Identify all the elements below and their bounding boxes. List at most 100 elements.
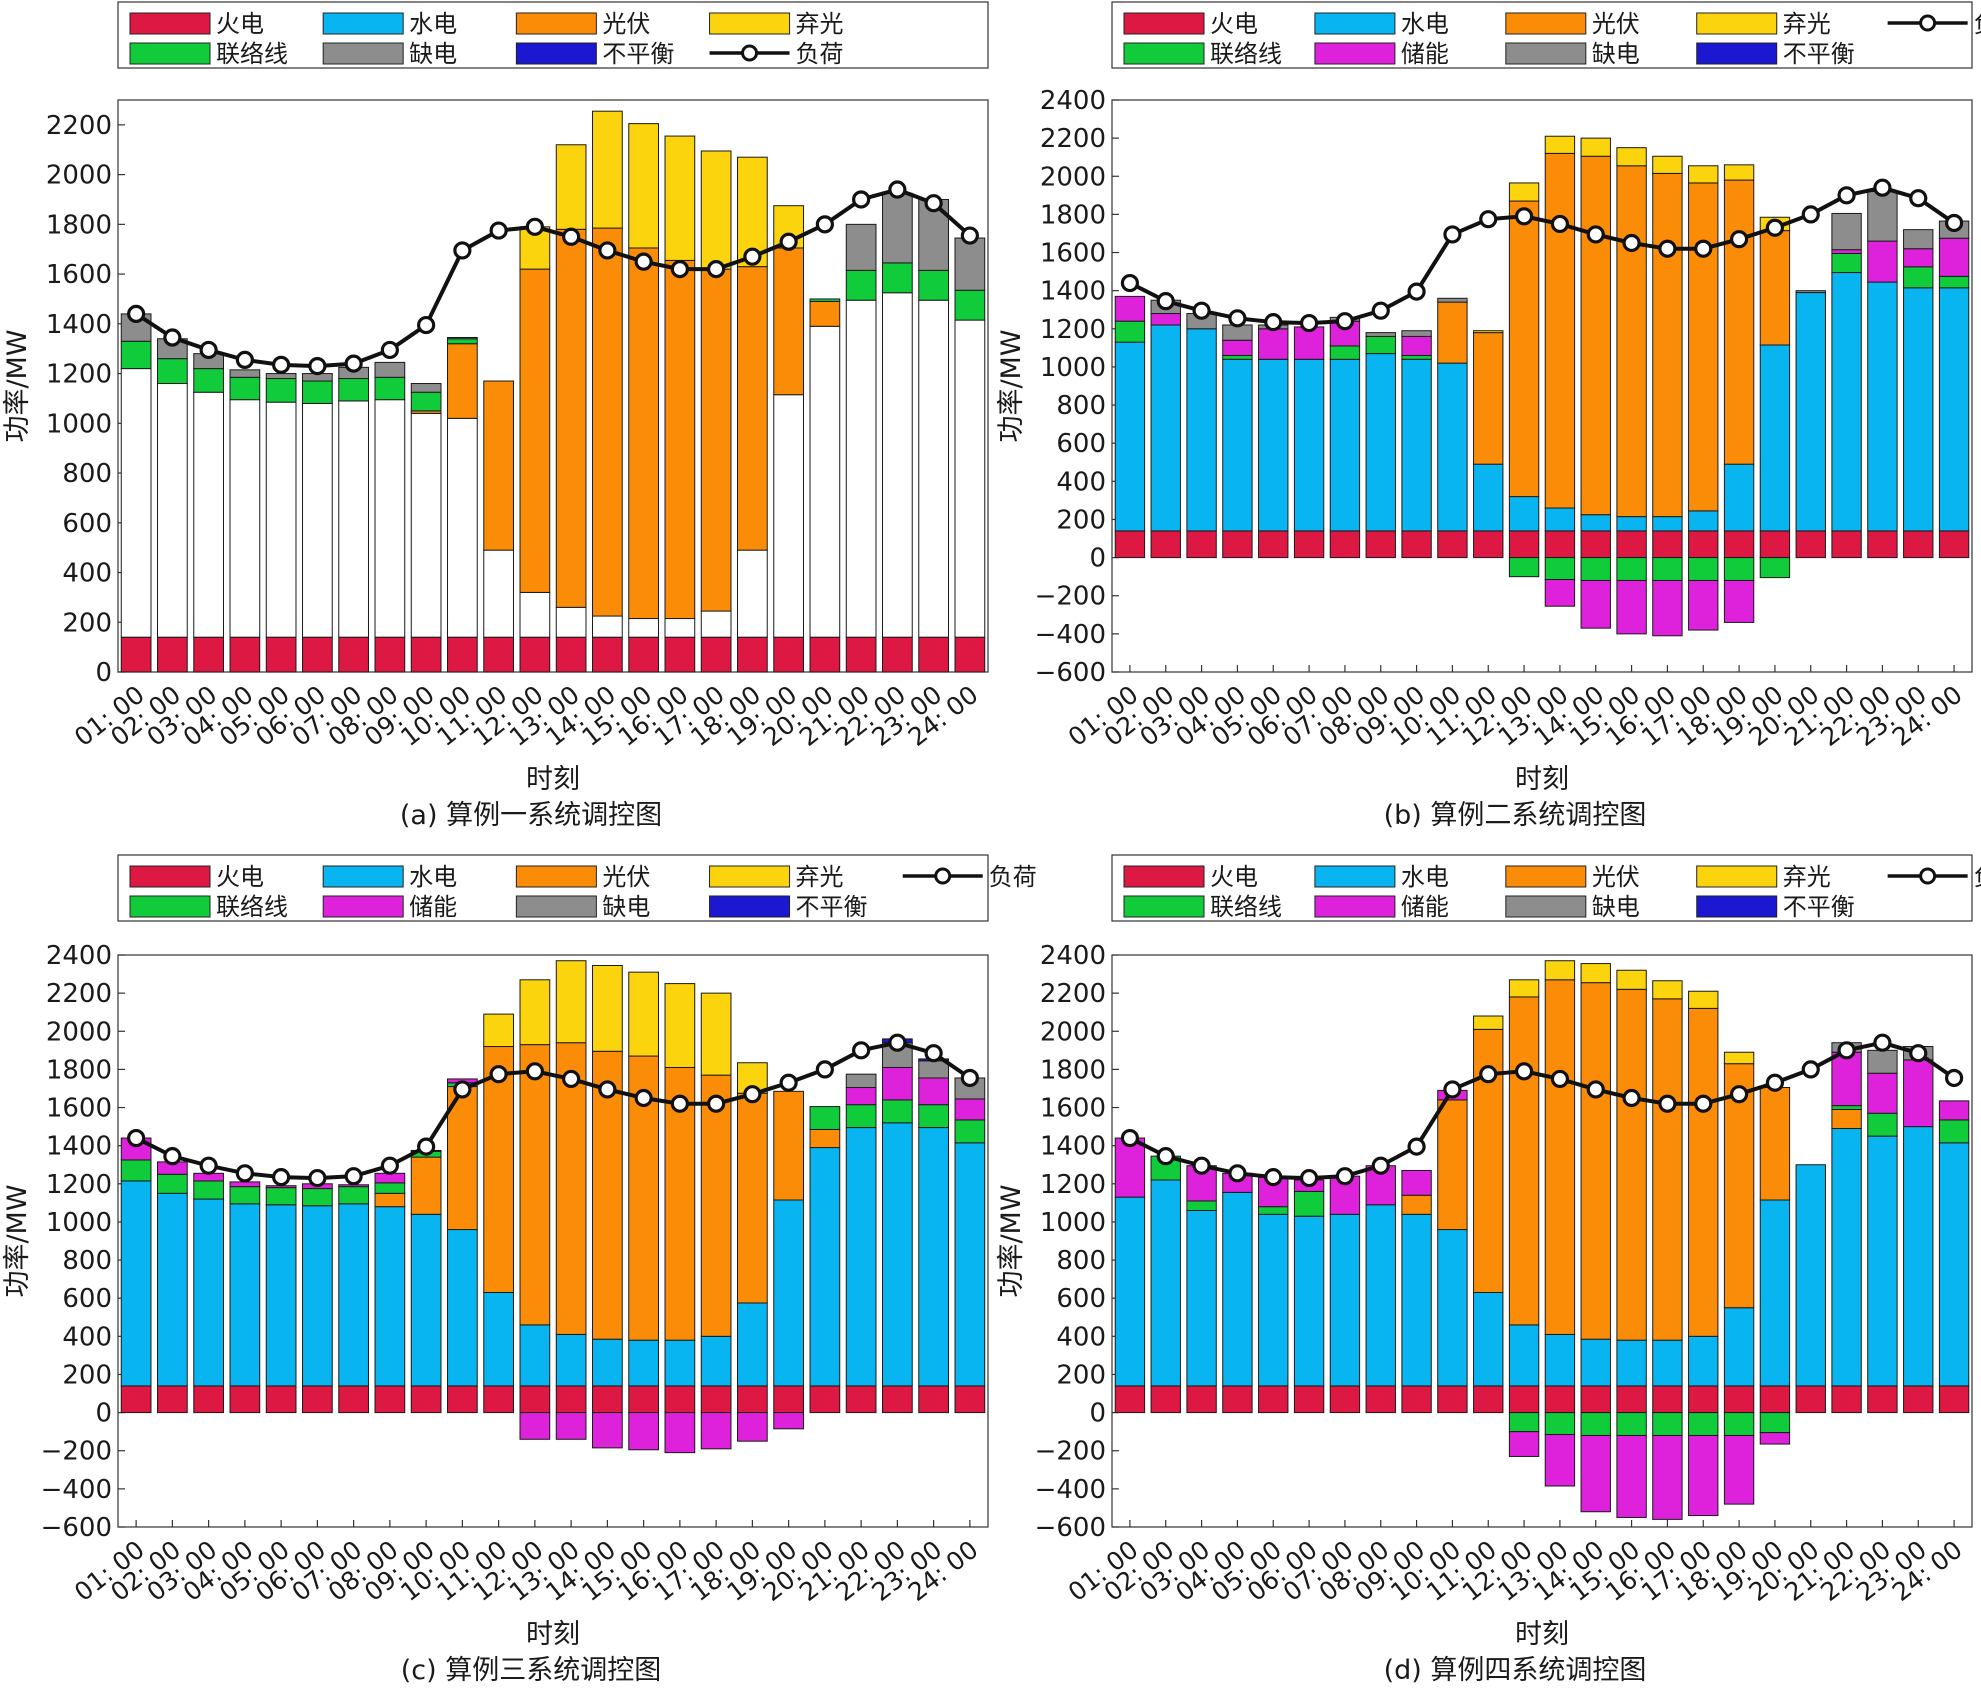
bar-segment-storage xyxy=(1688,579,1719,631)
bar-segment-tie xyxy=(157,1173,188,1194)
bar-segment-hydro xyxy=(1723,463,1755,532)
load-point xyxy=(1228,309,1247,328)
load-point xyxy=(272,355,291,374)
bar-segment-shortage xyxy=(265,373,297,380)
bar-segment-hydro xyxy=(1329,1213,1361,1387)
load-point xyxy=(1586,1080,1605,1099)
bar-segment-tie xyxy=(1222,354,1253,360)
y-tick-label: −400 xyxy=(41,1475,112,1505)
bar-segment-hydro xyxy=(1938,1142,1970,1387)
legend-swatch-thermal xyxy=(1123,865,1205,888)
bar-segment-tie xyxy=(882,1099,913,1124)
bar-segment-thermal xyxy=(1938,530,1970,559)
legend-swatch-storage xyxy=(1314,42,1396,65)
legend-label-thermal: 火电 xyxy=(1210,10,1258,38)
bar-segment-tie xyxy=(374,376,406,401)
bar-segment-hydro xyxy=(628,1339,659,1387)
bar-segment-storage xyxy=(1616,579,1647,635)
load-point xyxy=(235,1164,254,1183)
bar-segment-curtail xyxy=(1616,969,1647,990)
y-tick-label: −200 xyxy=(1035,1437,1106,1467)
legend-swatch-shortage xyxy=(515,895,597,918)
bar-segment-hydro xyxy=(882,1122,913,1387)
y-tick-label: 1800 xyxy=(1040,200,1106,230)
bar-segment-tie xyxy=(918,1104,949,1129)
bar-segment-thermal xyxy=(882,1385,913,1414)
bar-segment-thermal xyxy=(809,1385,841,1414)
bar-segment-hydro xyxy=(1759,344,1791,532)
legend-swatch-pv xyxy=(515,865,597,888)
bar-segment-curtail xyxy=(1580,963,1611,984)
bar-segment-shortage xyxy=(918,1060,949,1079)
bar-segment-thermal xyxy=(157,1385,188,1414)
y-tick-label: 2000 xyxy=(46,1017,112,1047)
bar-segment-storage xyxy=(1723,1434,1755,1505)
y-tick-label: 1200 xyxy=(1040,315,1106,345)
load-point xyxy=(598,241,617,260)
load-series xyxy=(127,1033,979,1188)
bar-segment-storage xyxy=(1867,1072,1898,1114)
y-tick-label: −200 xyxy=(1035,582,1106,612)
load-point xyxy=(1479,210,1498,229)
bar-segment-tie xyxy=(1329,345,1361,360)
y-tick-label: 2200 xyxy=(1040,124,1106,154)
bar-segment-tie xyxy=(1938,1119,1970,1144)
axes: −600 −400 −200 0 200 400 600 800 1000 1200 1400 160… xyxy=(41,941,989,1607)
bar-segment-pv xyxy=(519,268,551,593)
y-tick-label: 2200 xyxy=(1040,979,1106,1009)
bar-segment-tie xyxy=(302,380,333,404)
load-point xyxy=(1264,1168,1283,1187)
y-tick-label: 400 xyxy=(62,1322,112,1352)
bar-segment-thermal xyxy=(265,636,297,673)
load-point xyxy=(1192,301,1211,320)
load-point xyxy=(453,241,472,260)
bar-segment-tie xyxy=(1580,1412,1611,1436)
bar-segment-pv xyxy=(555,228,587,608)
load-point xyxy=(163,1147,182,1166)
bar-segment-storage xyxy=(1723,579,1755,623)
bar-segment-hydro xyxy=(1831,1128,1862,1387)
y-tick-label: 2000 xyxy=(1040,162,1106,192)
bar-segment-shortage xyxy=(1401,330,1432,337)
legend-label-thermal: 火电 xyxy=(216,863,264,891)
bar-segment-thermal xyxy=(1903,530,1934,559)
bar-segment-pv xyxy=(700,1074,732,1337)
bar-segment-hydro_white xyxy=(338,400,369,638)
load-point xyxy=(1729,230,1749,249)
legend-swatch-shortage xyxy=(322,42,404,65)
bar-segment-hydro_white xyxy=(737,549,768,638)
bar-segment-thermal xyxy=(737,636,768,673)
bar-segment-pv xyxy=(628,247,659,620)
load-point xyxy=(1156,292,1175,311)
bar-segment-hydro_white xyxy=(157,383,188,638)
bar-segment-shortage xyxy=(1365,332,1396,337)
bar-segment-hydro_white xyxy=(773,394,804,638)
legend-swatch-curtail xyxy=(709,12,791,35)
bar-segment-thermal xyxy=(302,1385,333,1414)
bar-segment-thermal xyxy=(338,1385,369,1414)
bar-segment-hydro xyxy=(773,1199,804,1387)
load-point xyxy=(272,1168,291,1187)
y-tick-label: 600 xyxy=(1056,1284,1106,1314)
load-point xyxy=(1658,1094,1677,1113)
bar-segment-tie xyxy=(265,1187,297,1206)
legend-swatch-curtail xyxy=(709,865,791,888)
bar-segment-pv xyxy=(809,300,841,327)
bar-segment-hydro xyxy=(483,1291,514,1387)
bar-segment-tie xyxy=(410,391,442,412)
bar-segment-pv xyxy=(1437,301,1468,364)
legend-swatch-hydro xyxy=(1314,865,1396,888)
load-point xyxy=(924,194,943,213)
bar-segment-thermal xyxy=(737,1385,768,1414)
bar-segment-curtail xyxy=(1508,182,1540,202)
bar-segment-thermal xyxy=(1795,1385,1826,1414)
legend-label-shortage: 缺电 xyxy=(409,40,457,68)
y-tick-label: −400 xyxy=(1035,620,1106,650)
load-point xyxy=(489,1065,508,1084)
bar-segment-thermal xyxy=(1258,1385,1289,1414)
bar-segment-hydro_white xyxy=(700,610,732,638)
bar-segment-storage xyxy=(1401,335,1432,356)
load-point xyxy=(1371,1156,1390,1175)
